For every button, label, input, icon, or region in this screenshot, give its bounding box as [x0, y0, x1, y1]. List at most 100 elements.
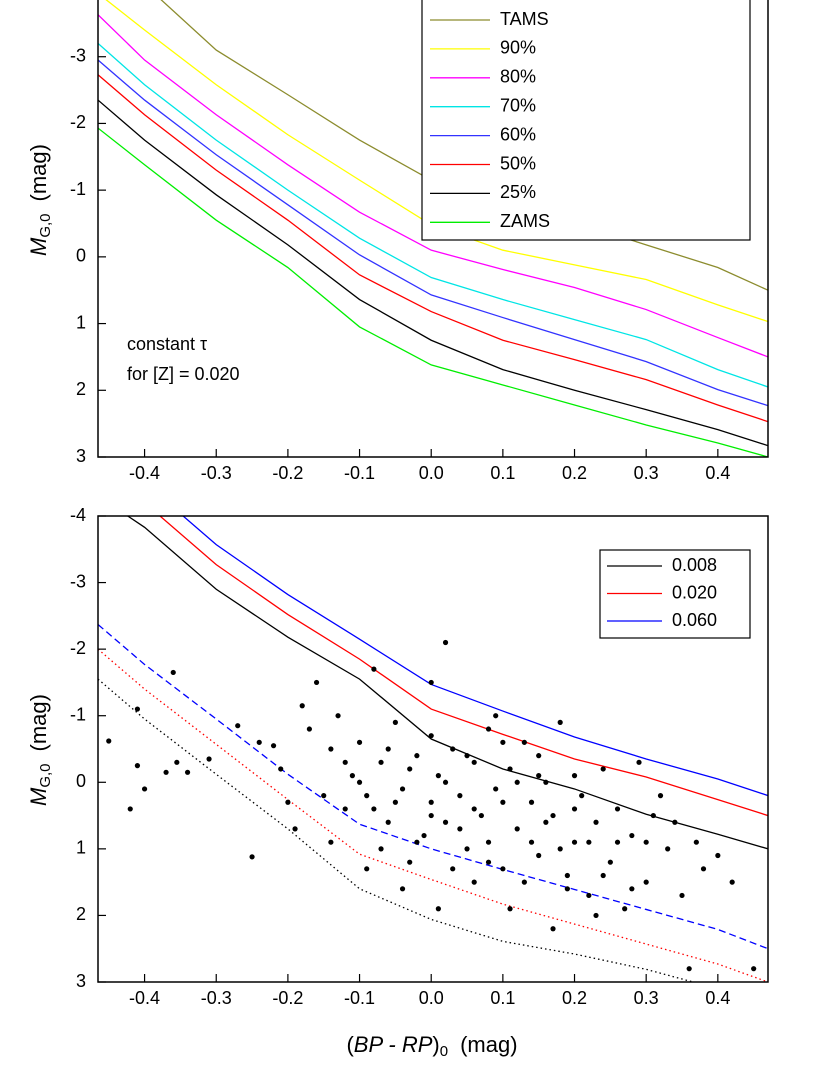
data-point	[392, 719, 398, 725]
data-point	[536, 753, 542, 759]
x-tick-label: 0.0	[419, 463, 444, 483]
x-tick-label: 0.0	[419, 988, 444, 1008]
series-line	[98, 74, 768, 423]
data-point	[450, 866, 456, 872]
data-point	[550, 812, 556, 819]
x-tick-label: 0.2	[562, 988, 587, 1008]
data-point	[493, 713, 499, 719]
legend-label: TAMS	[500, 9, 549, 29]
x-tick-label: -0.3	[201, 988, 232, 1008]
data-point	[679, 892, 685, 899]
data-point	[342, 806, 348, 812]
data-point	[256, 739, 262, 745]
data-point	[485, 726, 492, 732]
data-point	[514, 826, 520, 832]
legend-label: 0.060	[672, 610, 717, 630]
series-line	[98, 127, 768, 457]
data-point	[399, 886, 406, 892]
data-point	[414, 753, 420, 759]
data-point	[471, 759, 477, 765]
data-point	[564, 872, 570, 879]
x-tick-label: -0.4	[129, 463, 160, 483]
legend-label: 70%	[500, 95, 536, 115]
y-tick-label: 0	[76, 246, 86, 266]
data-point	[600, 766, 606, 772]
series-line	[98, 648, 768, 982]
data-point	[672, 819, 678, 825]
y-tick-label: 1	[76, 838, 86, 858]
x-tick-label: 0.3	[634, 463, 659, 483]
data-point	[571, 839, 578, 845]
data-point	[442, 639, 449, 646]
data-point	[464, 753, 470, 759]
data-point	[536, 852, 542, 859]
data-point	[385, 819, 391, 825]
data-point	[371, 806, 377, 812]
data-point	[500, 739, 506, 745]
data-point	[321, 793, 327, 799]
data-point	[550, 926, 556, 932]
data-point	[127, 806, 133, 812]
data-point	[349, 773, 355, 779]
data-point	[643, 879, 649, 885]
data-point	[693, 839, 699, 845]
y-tick-label: 2	[76, 379, 86, 399]
y-tick-label: -4	[70, 505, 86, 525]
data-point	[435, 906, 441, 912]
plot-frame	[97, 515, 769, 983]
data-point	[636, 759, 642, 765]
data-point	[328, 839, 334, 845]
data-point	[442, 819, 449, 825]
data-point	[335, 713, 341, 719]
data-point	[521, 879, 527, 885]
data-point	[407, 766, 413, 772]
annotation: constant τ	[127, 334, 207, 354]
x-tick-label: 0.2	[562, 463, 587, 483]
data-point	[414, 839, 420, 845]
y-tick-label: -2	[70, 112, 86, 132]
data-point	[106, 738, 112, 744]
data-point	[507, 906, 513, 912]
y-tick-label: 1	[76, 312, 86, 332]
data-point	[364, 866, 370, 872]
data-point	[428, 812, 434, 819]
data-point	[586, 892, 592, 899]
series-line	[98, 99, 768, 447]
data-point	[665, 846, 671, 852]
data-point	[356, 779, 363, 785]
legend-label: 80%	[500, 67, 536, 87]
series-line	[158, 516, 768, 817]
legend-label: 60%	[500, 124, 536, 144]
data-point	[206, 756, 212, 762]
data-point	[629, 832, 635, 839]
data-point	[729, 879, 735, 885]
x-tick-label: 0.4	[705, 463, 730, 483]
data-point	[564, 886, 570, 892]
data-point	[163, 769, 169, 775]
legend-label: 0.008	[672, 555, 717, 575]
data-point	[751, 966, 757, 972]
data-point	[715, 852, 721, 859]
data-point	[493, 786, 499, 792]
data-point	[299, 703, 305, 709]
y-axis-label: MG,0(mag)	[26, 694, 54, 806]
x-tick-label: 0.1	[490, 988, 515, 1008]
data-point	[528, 839, 535, 845]
data-point	[457, 826, 463, 832]
data-point	[285, 799, 291, 805]
data-point	[507, 766, 513, 772]
data-point	[342, 759, 348, 765]
data-point	[170, 669, 176, 676]
data-point	[629, 886, 635, 892]
data-point	[174, 759, 180, 765]
data-point	[134, 763, 141, 769]
data-point	[586, 839, 592, 845]
y-tick-label: -2	[70, 638, 86, 658]
data-point	[543, 819, 549, 825]
data-point	[184, 769, 191, 775]
data-point	[650, 812, 656, 819]
data-point	[528, 799, 535, 805]
data-point	[392, 799, 398, 805]
data-point	[571, 773, 578, 779]
data-point	[471, 879, 477, 885]
